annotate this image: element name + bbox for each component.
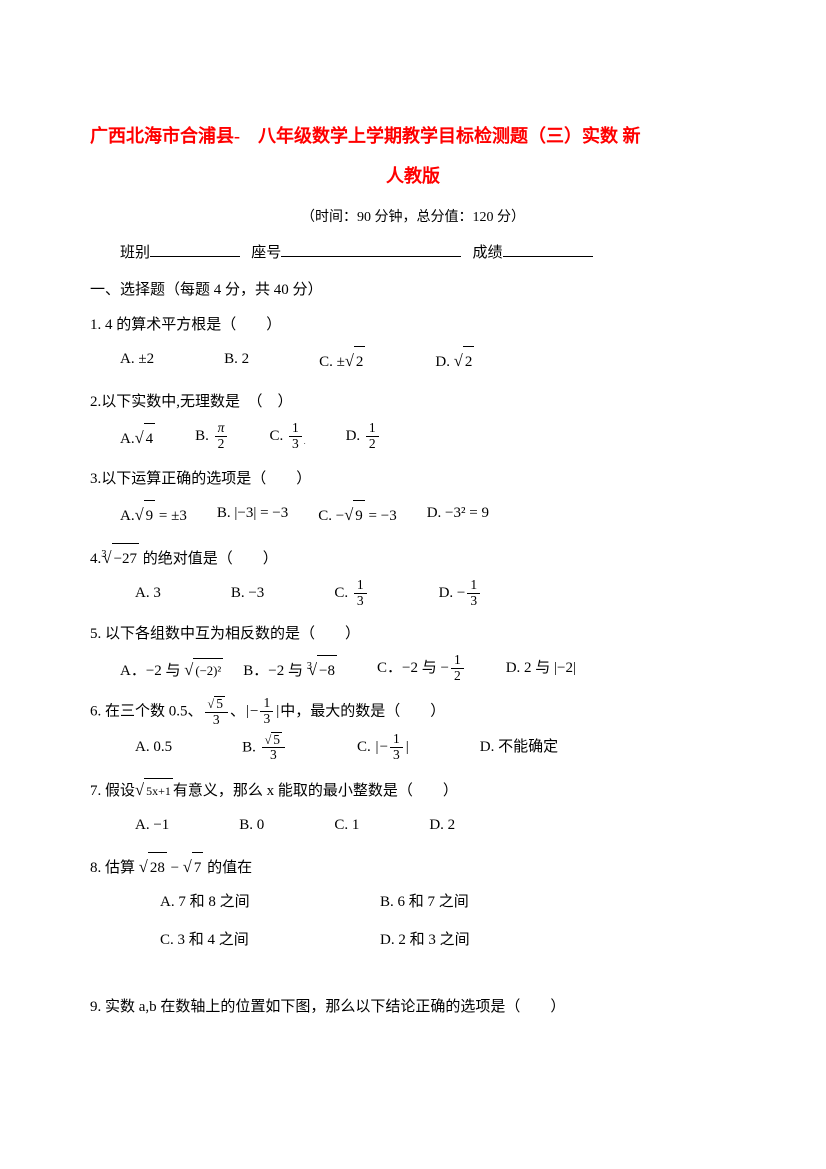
title-line-2: 人教版 [90, 160, 736, 192]
q7-option-b: B. 0 [239, 810, 264, 840]
q4-options: A. 3 B. −3 C. 13 D. −13 [90, 578, 736, 609]
q3-text: 3.以下运算正确的选项是（ ） [90, 464, 736, 494]
q2-option-a: A.√4 [120, 421, 155, 454]
section-1-title: 一、选择题（每题 4 分，共 40 分） [90, 277, 736, 304]
q1-text: 1. 4 的算术平方根是（ ） [90, 310, 736, 340]
q8-options: A. 7 和 8 之间 B. 6 和 7 之间 C. 3 和 4 之间 D. 2… [90, 887, 736, 955]
question-8: 8. 估算 √28 − √7 的值在 A. 7 和 8 之间 B. 6 和 7 … [90, 850, 736, 955]
question-3: 3.以下运算正确的选项是（ ） A.√9 = ±3 B. |−3| = −3 C… [90, 464, 736, 531]
q1-option-c: C. ±√2 [319, 344, 365, 377]
q2-option-d: D. 12 [346, 421, 381, 454]
q5-options: A．−2 与 √(−2)² B．−2 与 3√−8 C．−2 与 −12 D. … [90, 653, 736, 686]
q7-option-d: D. 2 [429, 810, 455, 840]
q3-option-a: A.√9 = ±3 [120, 498, 187, 531]
q1-options: A. ±2 B. 2 C. ±√2 D. √2 [90, 344, 736, 377]
question-7: 7. 假设√5x+1有意义，那么 x 能取的最小整数是（ ） A. −1 B. … [90, 773, 736, 840]
q2-options: A.√4 B. π2 C. 13. D. 12 [90, 421, 736, 454]
q8-option-c: C. 3 和 4 之间 [160, 925, 360, 955]
q2-option-b: B. π2 [195, 421, 229, 454]
q6-option-d: D. 不能确定 [480, 732, 558, 764]
q6-options: A. 0.5 B. √53 C. |−13| D. 不能确定 [90, 732, 736, 764]
q3-option-c: C. −√9 = −3 [318, 498, 396, 531]
question-9: 9. 实数 a,b 在数轴上的位置如下图，那么以下结论正确的选项是（ ） [90, 992, 736, 1022]
q6-text: 6. 在三个数 0.5、√53、|−13|中，最大的数是（ ） [90, 696, 736, 728]
q7-option-c: C. 1 [334, 810, 359, 840]
q2-text: 2.以下实数中,无理数是 （ ） [90, 387, 736, 417]
student-info-row: 班别 座号 成绩 [90, 240, 736, 267]
q4-option-b: B. −3 [231, 578, 264, 609]
q3-option-b: B. |−3| = −3 [217, 498, 288, 531]
class-blank [150, 242, 240, 257]
q5-option-a: A．−2 与 √(−2)² [120, 653, 223, 686]
q6-option-a: A. 0.5 [135, 732, 172, 764]
q6-option-b: B. √53 [242, 732, 287, 764]
q8-option-a: A. 7 和 8 之间 [160, 887, 360, 917]
q7-text: 7. 假设√5x+1有意义，那么 x 能取的最小整数是（ ） [90, 773, 736, 806]
class-label: 班别 [120, 245, 150, 261]
question-2: 2.以下实数中,无理数是 （ ） A.√4 B. π2 C. 13. D. 12 [90, 387, 736, 454]
q6-option-c: C. |−13| [357, 732, 410, 764]
q5-text: 5. 以下各组数中互为相反数的是（ ） [90, 619, 736, 649]
q7-options: A. −1 B. 0 C. 1 D. 2 [90, 810, 736, 840]
q7-option-a: A. −1 [135, 810, 169, 840]
question-1: 1. 4 的算术平方根是（ ） A. ±2 B. 2 C. ±√2 D. √2 [90, 310, 736, 377]
q1-option-d: D. √2 [435, 344, 474, 377]
time-info: （时间：90 分钟，总分值：120 分） [90, 205, 736, 230]
q9-text: 9. 实数 a,b 在数轴上的位置如下图，那么以下结论正确的选项是（ ） [90, 992, 736, 1022]
q4-option-a: A. 3 [135, 578, 161, 609]
score-blank [503, 242, 593, 257]
title-line-1: 广西北海市合浦县- 八年级数学上学期教学目标检测题（三）实数 新 [90, 120, 736, 152]
q8-text: 8. 估算 √28 − √7 的值在 [90, 850, 736, 883]
q4-option-d: D. −13 [439, 578, 483, 609]
q5-option-b: B．−2 与 3√−8 [243, 653, 337, 686]
q5-option-c: C．−2 与 −12 [377, 653, 466, 686]
q5-option-d: D. 2 与 |−2| [506, 653, 576, 686]
q4-text: 4.3√−27 的绝对值是（ ） [90, 541, 736, 574]
q2-option-c: C. 13. [269, 421, 305, 454]
q1-option-a: A. ±2 [120, 344, 154, 377]
q1-option-b: B. 2 [224, 344, 249, 377]
q8-option-d: D. 2 和 3 之间 [380, 925, 580, 955]
question-5: 5. 以下各组数中互为相反数的是（ ） A．−2 与 √(−2)² B．−2 与… [90, 619, 736, 686]
question-4: 4.3√−27 的绝对值是（ ） A. 3 B. −3 C. 13 D. −13 [90, 541, 736, 609]
q4-option-c: C. 13 [334, 578, 368, 609]
question-6: 6. 在三个数 0.5、√53、|−13|中，最大的数是（ ） A. 0.5 B… [90, 696, 736, 763]
seat-blank [281, 242, 461, 257]
q8-option-b: B. 6 和 7 之间 [380, 887, 580, 917]
seat-label: 座号 [251, 245, 281, 261]
q3-option-d: D. −3² = 9 [427, 498, 489, 531]
score-label: 成绩 [473, 245, 503, 261]
q3-options: A.√9 = ±3 B. |−3| = −3 C. −√9 = −3 D. −3… [90, 498, 736, 531]
